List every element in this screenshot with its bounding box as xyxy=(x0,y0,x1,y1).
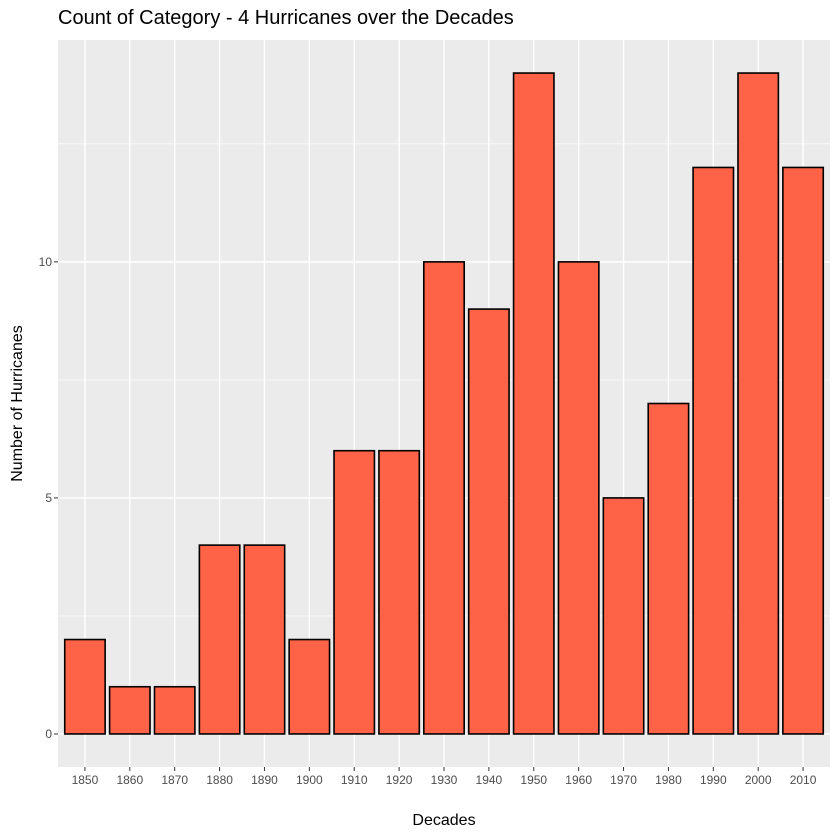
bar-1970 xyxy=(602,497,645,735)
y-axis: 0 5 10 xyxy=(39,255,58,741)
x-tick-label: 1920 xyxy=(386,773,413,787)
x-tick-label: 1940 xyxy=(476,773,503,787)
bar-1900 xyxy=(288,638,331,735)
x-tick-label: 1960 xyxy=(565,773,592,787)
bar-1850 xyxy=(63,638,106,735)
x-axis: 1850 1860 1870 1880 1890 1900 1910 1920 1930 1940… xyxy=(72,767,817,787)
x-tick-label: 1910 xyxy=(341,773,368,787)
y-tick-label: 5 xyxy=(45,491,52,505)
bar-1890 xyxy=(243,544,286,735)
x-tick-label: 2000 xyxy=(745,773,772,787)
bar-1950 xyxy=(512,72,555,735)
x-tick-label: 1930 xyxy=(431,773,458,787)
x-tick-label: 2010 xyxy=(790,773,817,787)
chart-title: Count of Category - 4 Hurricanes over th… xyxy=(58,7,514,29)
x-tick-label: 1850 xyxy=(72,773,99,787)
bar-1870 xyxy=(153,685,196,735)
bar-1910 xyxy=(333,449,376,735)
x-tick-label: 1970 xyxy=(610,773,637,787)
bar-1930 xyxy=(423,261,465,735)
bar-2000 xyxy=(737,72,780,735)
bars xyxy=(63,72,825,735)
bar-1980 xyxy=(647,402,690,735)
x-tick-label: 1990 xyxy=(700,773,727,787)
x-tick-label: 1950 xyxy=(520,773,547,787)
bar-2010 xyxy=(782,166,825,735)
x-tick-label: 1890 xyxy=(251,773,278,787)
bar-1920 xyxy=(378,449,421,735)
x-tick-label: 1860 xyxy=(116,773,143,787)
bar-1880 xyxy=(198,544,241,735)
x-axis-title: Decades xyxy=(412,812,475,829)
x-tick-label: 1880 xyxy=(206,773,233,787)
bar-1990 xyxy=(692,166,735,735)
x-tick-label: 1900 xyxy=(296,773,323,787)
bar-1960 xyxy=(557,261,600,735)
y-tick-label: 10 xyxy=(39,255,53,269)
bar-1860 xyxy=(108,685,151,735)
y-axis-title: Number of Hurricanes xyxy=(9,325,26,482)
bar-1940 xyxy=(467,308,510,735)
x-tick-label: 1870 xyxy=(161,773,188,787)
y-tick-label: 0 xyxy=(45,727,52,741)
x-tick-label: 1980 xyxy=(655,773,682,787)
